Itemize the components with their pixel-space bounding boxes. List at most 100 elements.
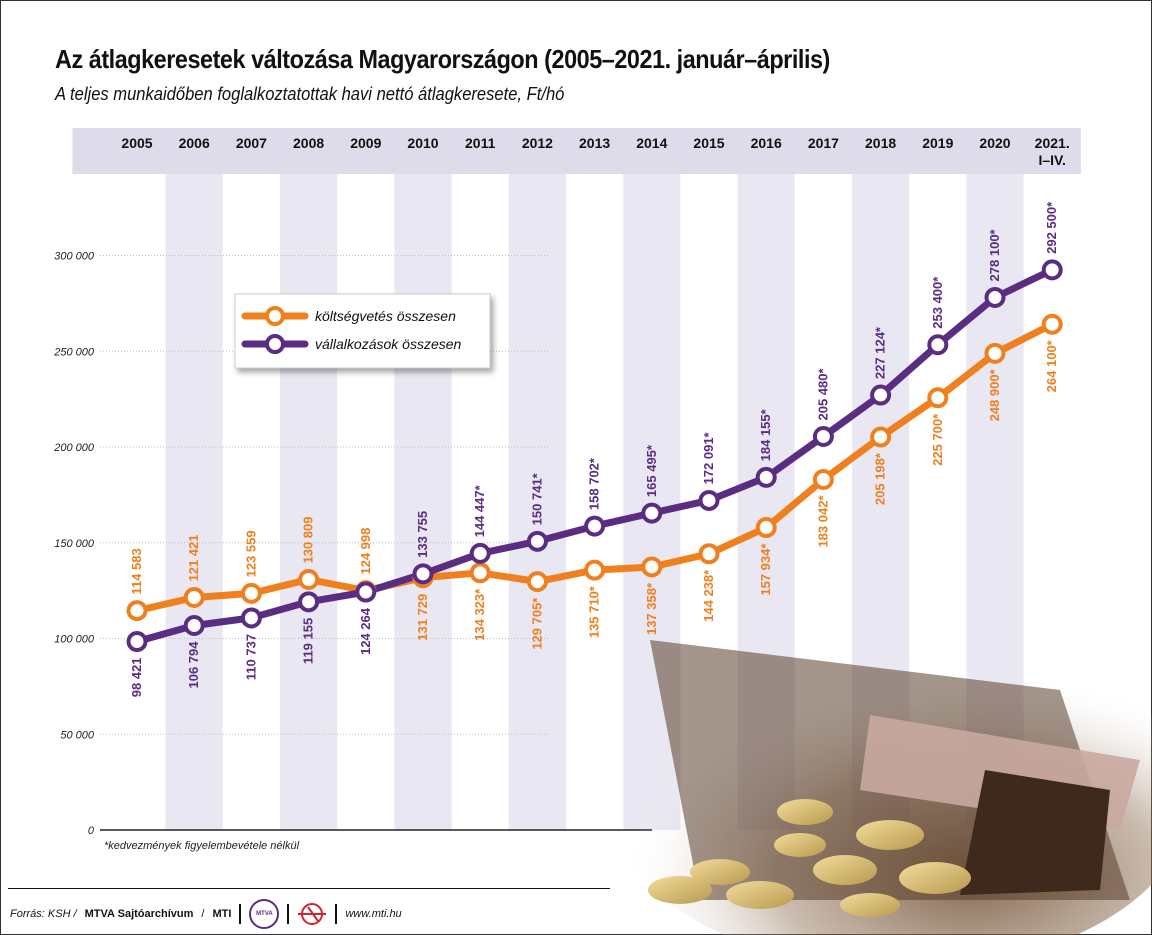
data-point <box>584 559 606 581</box>
data-point <box>984 286 1006 308</box>
data-label: 110 737 <box>243 634 258 680</box>
source-bar: Forrás: KSH / MTVA Sajtóarchívum / MTI M… <box>10 899 402 929</box>
data-labels: 114 583 121 421 123 559 130 809 124 998 131 7… <box>129 201 1059 697</box>
data-point <box>126 600 148 622</box>
legend-label: költségvetés összesen <box>315 308 456 324</box>
data-point <box>641 556 663 578</box>
y-tick-label: 150 000 <box>54 538 95 550</box>
data-point <box>755 517 777 539</box>
header-background <box>72 128 1081 174</box>
legend-marker <box>265 334 285 354</box>
legend-box <box>234 293 491 369</box>
data-point <box>812 426 834 448</box>
data-point <box>355 581 377 603</box>
year-header-strip <box>72 128 1081 174</box>
x-tick-label: 2010 <box>407 135 438 151</box>
data-point <box>526 530 548 552</box>
data-point <box>412 563 434 585</box>
data-label: 124 264 <box>358 607 373 655</box>
data-point <box>298 591 320 613</box>
data-label: 158 702* <box>587 457 602 510</box>
data-point <box>126 631 148 653</box>
coins <box>648 799 971 917</box>
data-point <box>469 542 491 564</box>
data-label: 165 495* <box>644 444 659 497</box>
data-point <box>240 582 262 604</box>
data-label: 106 794 <box>186 641 201 689</box>
data-point <box>526 571 548 593</box>
data-point <box>298 569 320 591</box>
wallet-illustration <box>610 630 1152 935</box>
x-tick-label: 2013 <box>579 135 610 151</box>
x-tick-label: 2018 <box>865 135 896 151</box>
x-tick-label: 2014 <box>636 135 667 151</box>
data-point <box>1041 313 1063 335</box>
source-divider <box>8 888 610 889</box>
data-label: 129 705* <box>529 597 544 650</box>
year-band <box>508 128 566 830</box>
footnote: *kedvezmények figyelembevétele nélkül <box>104 840 300 852</box>
x-axis-labels: 2005 2006 2007 2008 2009 2010 2011 2012 2013 2014… <box>121 135 1069 168</box>
data-label: 183 042* <box>815 495 830 548</box>
data-label: 133 755 <box>415 511 430 558</box>
year-band <box>394 128 452 830</box>
data-point <box>1041 259 1063 281</box>
legend-label: vállalkozások összesen <box>315 336 462 352</box>
chart-subtitle: A teljes munkaidőben foglalkoztatottak h… <box>55 84 565 104</box>
source-archive: MTVA Sajtóarchívum <box>84 908 194 920</box>
data-label: 135 710* <box>587 585 602 638</box>
series-points <box>126 259 1063 653</box>
x-tick-label: 2020 <box>979 135 1010 151</box>
x-tick-label: 2009 <box>350 135 381 151</box>
data-point <box>183 586 205 608</box>
data-point <box>183 614 205 636</box>
data-label: 114 583 <box>129 548 144 594</box>
data-label: 205 198* <box>873 452 888 505</box>
data-label: 227 124* <box>873 326 888 379</box>
source-slash: / <box>201 908 205 920</box>
data-label: 205 480* <box>815 368 830 421</box>
data-point <box>984 342 1006 364</box>
data-point <box>755 466 777 488</box>
data-label: 134 323* <box>472 588 487 641</box>
data-label: 130 809 <box>301 517 316 564</box>
data-label: 150 741* <box>529 472 544 525</box>
data-label: 137 358* <box>644 582 659 635</box>
x-tick-label: 2006 <box>179 135 210 151</box>
data-point <box>870 384 892 406</box>
data-label: 123 559 <box>243 530 258 577</box>
data-label: 157 934* <box>758 543 773 596</box>
year-band <box>280 128 338 830</box>
data-label: 121 421 <box>186 534 201 581</box>
data-point <box>641 502 663 524</box>
data-label: 124 998 <box>358 528 373 575</box>
x-tick-label: 2016 <box>751 135 782 151</box>
wallet-flap <box>960 770 1110 895</box>
data-label: 253 400* <box>930 276 945 329</box>
separator <box>287 904 290 924</box>
data-label: 248 900* <box>987 368 1002 421</box>
x-tick-label: 2007 <box>236 135 267 151</box>
y-axis: 0 50 000 100 000 150 000 200 000 250 000 300 0… <box>53 251 95 838</box>
x-tick-label: 2012 <box>522 135 553 151</box>
year-band <box>165 128 223 830</box>
x-tick-label: 2019 <box>922 135 953 151</box>
data-point <box>870 426 892 448</box>
data-label: 264 100* <box>1044 339 1059 392</box>
website-link[interactable]: www.mti.hu <box>345 908 402 920</box>
data-label: 172 091* <box>701 431 716 484</box>
data-point <box>812 468 834 490</box>
x-tick-label: 2021. I–IV. <box>1035 135 1070 168</box>
x-tick-label: 2015 <box>693 135 724 151</box>
data-point <box>927 387 949 409</box>
data-label: 119 155 <box>301 618 316 664</box>
legend <box>234 293 491 369</box>
y-tick-label: 250 000 <box>53 346 95 358</box>
data-label: 225 700* <box>930 413 945 466</box>
source-prefix: Forrás: KSH / <box>10 908 77 920</box>
data-label: 184 155* <box>758 408 773 461</box>
data-point <box>469 562 491 584</box>
y-tick-label: 50 000 <box>60 729 95 741</box>
legend-marker <box>265 306 285 326</box>
